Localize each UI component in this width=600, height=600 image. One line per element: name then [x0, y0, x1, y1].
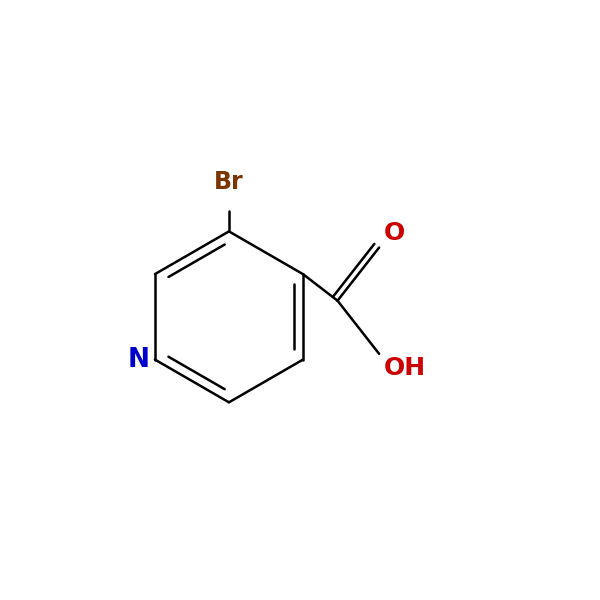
Text: O: O [384, 221, 405, 245]
Text: Br: Br [214, 170, 244, 194]
Text: N: N [127, 347, 149, 373]
Text: OH: OH [384, 356, 426, 380]
